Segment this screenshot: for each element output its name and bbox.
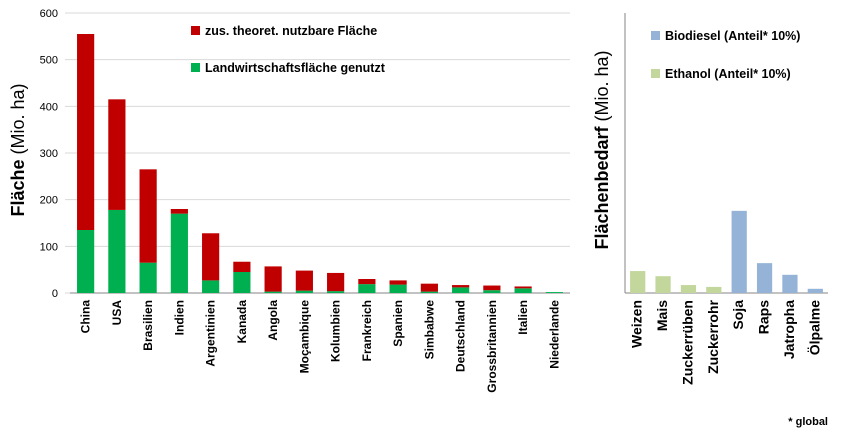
x-tick-label: Italien <box>516 300 530 335</box>
bar <box>264 266 282 292</box>
bar <box>731 210 747 293</box>
bar <box>77 230 95 293</box>
bar <box>514 286 532 289</box>
bar <box>680 285 697 293</box>
x-tick-label: Zuckerrüben <box>679 300 695 385</box>
bar <box>202 280 220 293</box>
bar <box>170 213 188 293</box>
bar <box>389 284 407 293</box>
x-tick-label: Kanada <box>235 300 249 344</box>
y-tick-label: 200 <box>40 195 58 207</box>
bar <box>420 291 438 293</box>
bar <box>655 276 671 293</box>
legend-swatch <box>651 31 660 40</box>
bar <box>295 270 313 291</box>
bar <box>452 285 470 288</box>
bar <box>327 291 345 293</box>
bar <box>264 291 282 293</box>
bar <box>545 292 563 293</box>
bar <box>139 169 157 263</box>
bar <box>630 271 646 293</box>
bar <box>420 283 438 292</box>
bar <box>389 280 407 285</box>
x-tick-label: Niederlande <box>547 300 561 369</box>
bar <box>108 99 126 210</box>
bar <box>358 284 376 293</box>
legend-swatch <box>651 69 660 78</box>
bar <box>139 262 157 293</box>
y-label-bold: Fläche <box>8 160 28 217</box>
x-tick-label: Jatropha <box>781 300 797 359</box>
x-tick-label: Raps <box>756 300 772 334</box>
y-axis-label: Flächenbedarf (Mio. ha) <box>592 50 612 249</box>
bar <box>295 290 313 293</box>
bar <box>756 263 773 293</box>
bar <box>483 285 501 291</box>
bar <box>108 209 126 293</box>
y-label-unit: (Mio. ha) <box>8 83 28 154</box>
bar <box>327 272 345 292</box>
x-tick-label: China <box>79 300 93 334</box>
footnote: * global <box>788 416 828 428</box>
x-tick-label: Mais <box>654 300 670 331</box>
y-axis-label: Fläche (Mio. ha) <box>8 83 28 216</box>
y-tick-label: 400 <box>40 101 58 113</box>
y-label-bold: Flächenbedarf <box>592 125 612 249</box>
legend-label: Landwirtschaftsfläche genutzt <box>205 61 386 75</box>
y-tick-label: 500 <box>40 55 58 67</box>
x-tick-label: Frankreich <box>360 300 374 361</box>
x-tick-label: Brasilien <box>141 300 155 351</box>
bar <box>358 279 376 285</box>
bar <box>170 209 188 214</box>
x-tick-label: Grossbritannien <box>485 300 499 393</box>
legend-swatch <box>191 26 200 35</box>
x-tick-label: Moçambique <box>297 300 311 374</box>
bar <box>514 288 532 293</box>
x-tick-label: Ölpalme <box>806 300 822 355</box>
x-tick-label: Soja <box>730 300 746 330</box>
bar <box>77 34 95 230</box>
x-tick-label: Deutschland <box>454 300 468 372</box>
legend-swatch <box>191 63 200 72</box>
legend-label: zus. theoret. nutzbare Fläche <box>205 24 377 38</box>
bar <box>452 287 470 293</box>
bar <box>202 233 220 281</box>
x-tick-label: Spanien <box>391 300 405 347</box>
y-tick-label: 600 <box>40 8 58 20</box>
x-tick-label: Indien <box>172 300 186 335</box>
legend-label: Ethanol (Anteil* 10%) <box>665 67 791 81</box>
x-tick-label: Argentinien <box>204 300 218 367</box>
y-tick-label: 300 <box>40 148 58 160</box>
bar <box>782 274 798 293</box>
y-tick-label: 0 <box>52 288 58 300</box>
bar <box>233 261 251 272</box>
bar <box>706 286 722 293</box>
x-tick-label: Angola <box>266 300 280 341</box>
x-tick-label: Zuckerrohr <box>705 299 721 373</box>
legend-label: Biodiesel (Anteil* 10%) <box>665 29 800 43</box>
bar <box>807 288 823 293</box>
x-tick-label: Kolumbien <box>329 300 343 362</box>
x-tick-label: Weizen <box>629 300 645 348</box>
y-tick-label: 100 <box>40 241 58 253</box>
bar <box>233 272 251 293</box>
x-tick-label: USA <box>110 300 124 326</box>
x-tick-label: Simbabwe <box>422 300 436 360</box>
bar <box>483 290 501 293</box>
y-label-unit: (Mio. ha) <box>592 50 612 121</box>
